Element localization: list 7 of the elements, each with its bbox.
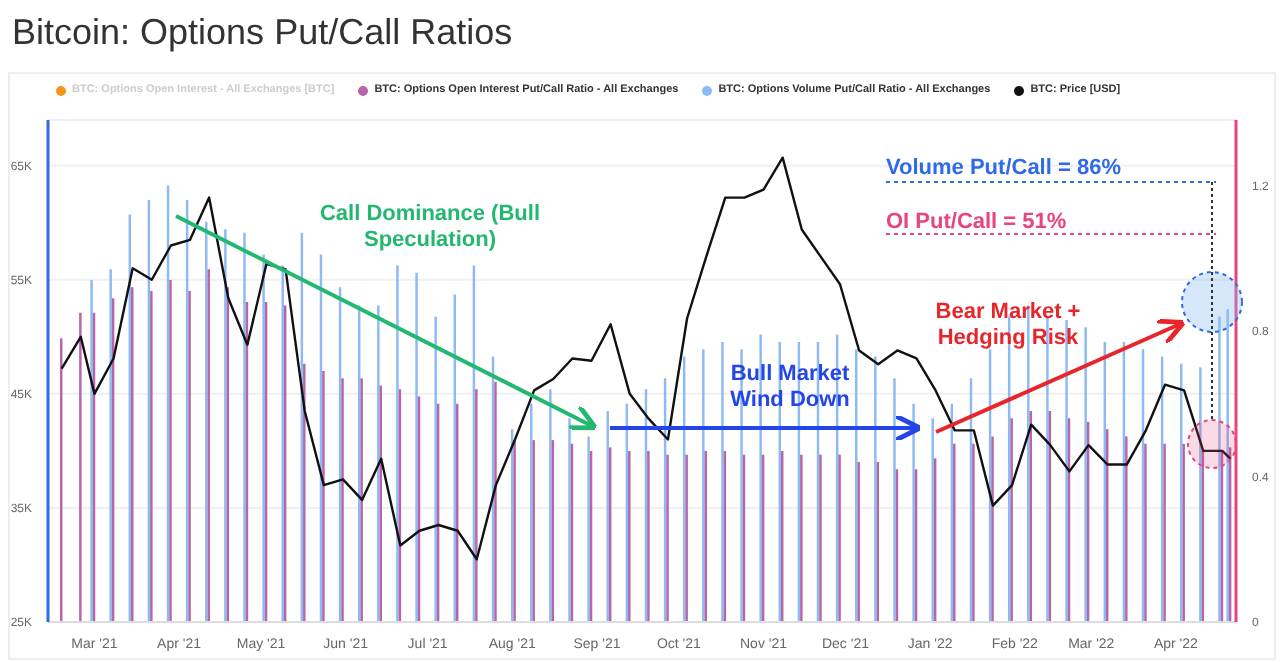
line-series xyxy=(60,156,1232,561)
annotation: Call Dominance (Bull Speculation) xyxy=(317,202,543,254)
annotation: Bear Market + Hedging Risk xyxy=(933,300,1083,352)
annotation: OI Put/Call = 51% xyxy=(886,210,1069,236)
chart-title: Bitcoin: Options Put/Call Ratios xyxy=(12,12,513,54)
annotation: Volume Put/Call = 86% xyxy=(886,156,1123,182)
annotation: Bull Market Wind Down xyxy=(728,362,852,414)
